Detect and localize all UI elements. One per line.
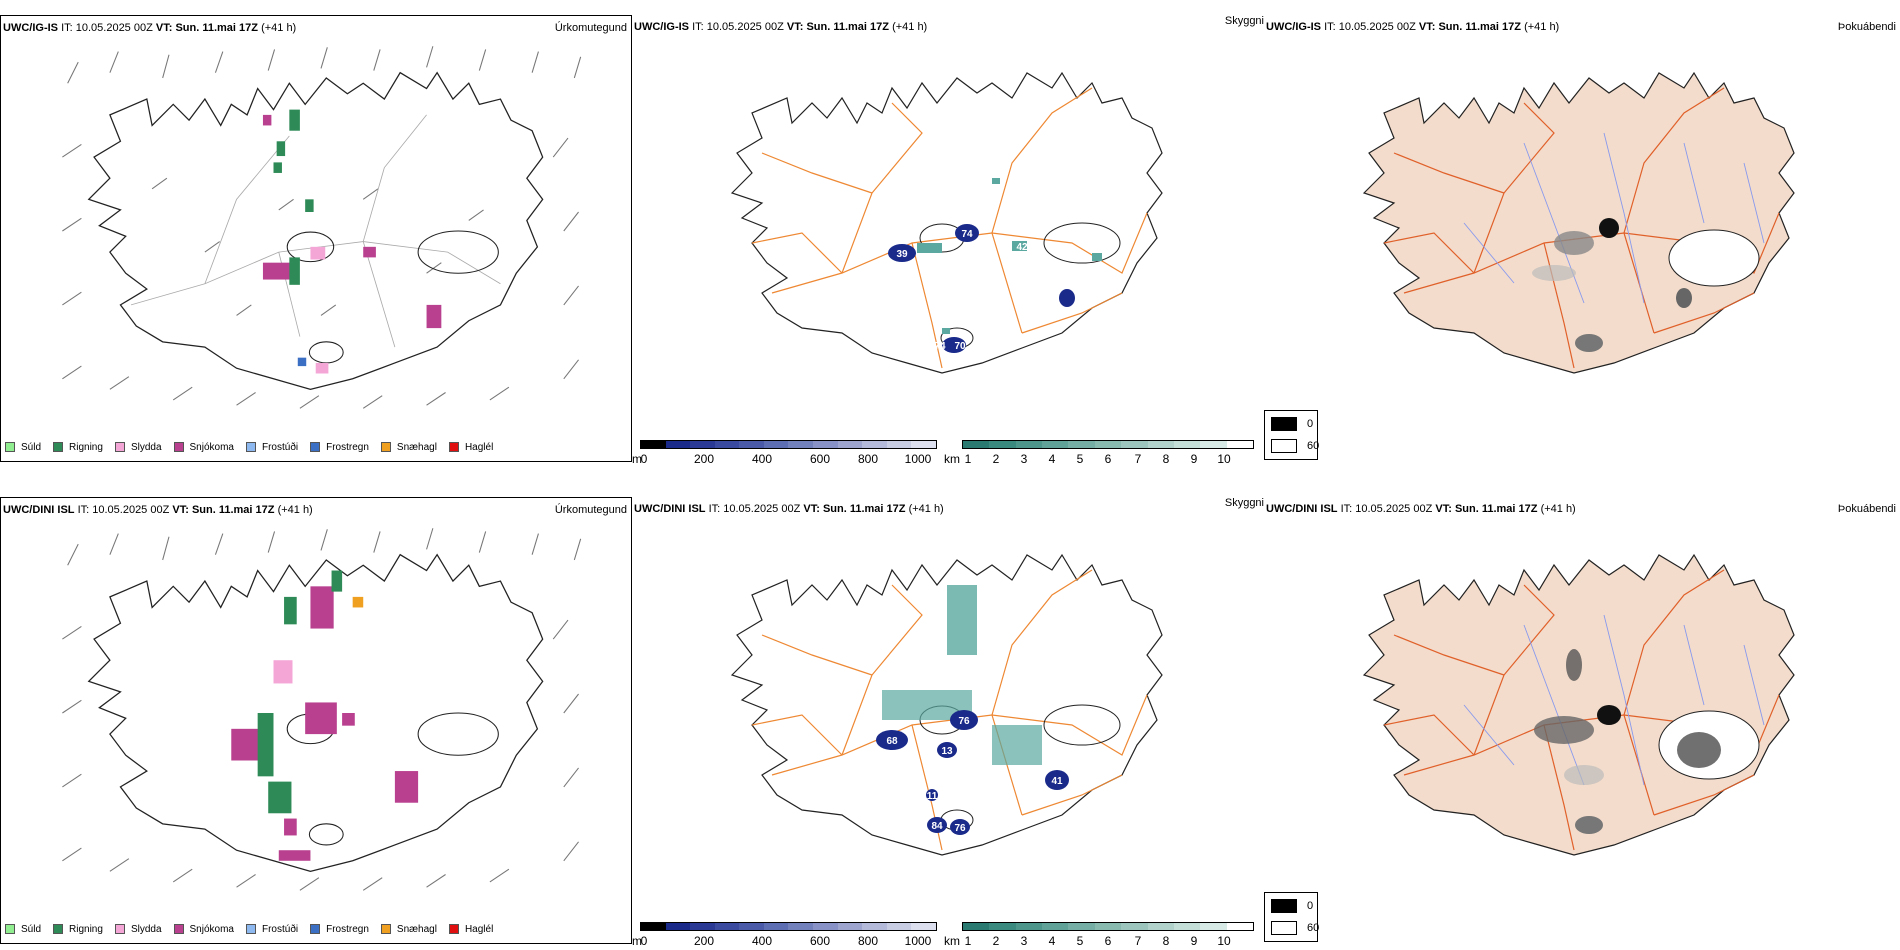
cloud-label: 70 xyxy=(954,341,966,352)
legend-item-frostregn: Frostregn xyxy=(310,442,369,453)
precip-type-panel-1: UWC/IG-IS IT: 10.05.2025 00Z VT: Sun. 11… xyxy=(0,15,632,462)
ceiling-colorbar: m 0 200 400 600 800 1000 xyxy=(632,922,937,948)
cloud-label: 74 xyxy=(961,229,973,240)
swatch xyxy=(380,924,391,934)
precip-type-panel-2: UWC/DINI ISL IT: 10.05.2025 00Z VT: Sun.… xyxy=(0,497,632,944)
panel-name: Úrkomutegund xyxy=(554,22,627,34)
legend-item-sudd: Súld xyxy=(5,442,41,453)
cloud-label: 39 xyxy=(896,249,908,260)
panel-name: Þokuábendi xyxy=(1837,21,1896,33)
visibility-colorbar: km 1 2 3 4 5 6 7 8 9 10 xyxy=(944,440,1254,466)
precip-legend: Súld Rigning Slydda Snjókoma Frostúði Fr… xyxy=(5,436,505,458)
legend-item-snjokoma: Snjókoma xyxy=(173,924,234,935)
legend-item-snjokoma: Snjókoma xyxy=(173,442,234,453)
fog-panel-2: UWC/DINI ISL IT: 10.05.2025 00Z VT: Sun.… xyxy=(1264,497,1900,944)
cloud-label: 42 xyxy=(1016,242,1028,253)
swatch xyxy=(5,442,15,452)
swatch xyxy=(310,924,321,934)
cloud-label: 84 xyxy=(931,821,943,832)
cloud-label: 13 xyxy=(941,746,953,757)
swatch xyxy=(114,924,125,934)
cloud-label: 11 xyxy=(927,791,938,802)
swatch xyxy=(448,924,459,934)
fog-legend: 0 60 xyxy=(1264,410,1319,460)
legend-item-slydda: Slydda xyxy=(114,924,162,935)
swatch xyxy=(173,442,184,452)
cloud-label: 76 xyxy=(958,716,970,727)
legend-item-frostudi: Frostúði xyxy=(245,442,298,453)
legend-item-snaehagl: Snæhagl xyxy=(380,442,437,453)
fog-map xyxy=(1363,72,1795,374)
legend-item-frostregn: Frostregn xyxy=(310,924,369,935)
cloud-panel-1: UWC/IG-IS IT: 10.05.2025 00Z VT: Sun. 11… xyxy=(632,15,1264,466)
precip-type-map xyxy=(62,528,582,891)
panel-name: Úrkomutegund xyxy=(554,504,627,516)
swatch xyxy=(310,442,321,452)
swatch xyxy=(53,442,64,452)
ceiling-colorbar: m 0 200 400 600 800 1000 xyxy=(632,440,937,466)
swatch xyxy=(380,442,391,452)
legend-item-rigning: Rigning xyxy=(53,442,103,453)
cloud-map: 68 76 13 41 84 76 17 11 xyxy=(731,554,1163,856)
fog-legend: 0 60 xyxy=(1264,892,1319,942)
swatch xyxy=(245,442,256,452)
precip-type-map xyxy=(62,46,582,409)
legend-item-frostudi: Frostúði xyxy=(245,924,298,935)
cloud-panel-2: UWC/DINI ISL IT: 10.05.2025 00Z VT: Sun.… xyxy=(632,497,1264,948)
swatch xyxy=(448,442,459,452)
fog-map xyxy=(1363,554,1795,856)
fog-legend-item: 0 xyxy=(1271,899,1313,913)
panel-name: Skyggni xyxy=(1224,497,1264,509)
cloud-label: 17 xyxy=(906,677,918,688)
fog-panel-1: UWC/IG-IS IT: 10.05.2025 00Z VT: Sun. 11… xyxy=(1264,15,1900,462)
legend-item-snaehagl: Snæhagl xyxy=(380,924,437,935)
panel-title: UWC/IG-IS IT: 10.05.2025 00Z VT: Sun. 11… xyxy=(634,21,928,33)
panel-name: Þokuábendi xyxy=(1837,503,1896,515)
panel-title: UWC/DINI ISL IT: 10.05.2025 00Z VT: Sun.… xyxy=(1266,503,1576,515)
fog-legend-item: 0 xyxy=(1271,417,1313,431)
swatch xyxy=(173,924,184,934)
legend-item-hagl: Haglél xyxy=(448,924,493,935)
cloud-label: 41 xyxy=(1051,776,1063,787)
panel-title: UWC/DINI ISL IT: 10.05.2025 00Z VT: Sun.… xyxy=(634,503,944,515)
legend-item-slydda: Slydda xyxy=(114,442,162,453)
precip-legend: Súld Rigning Slydda Snjókoma Frostúði Fr… xyxy=(5,918,505,940)
swatch xyxy=(5,924,15,934)
legend-item-sudd: Súld xyxy=(5,924,41,935)
panel-title: UWC/IG-IS IT: 10.05.2025 00Z VT: Sun. 11… xyxy=(1266,21,1560,33)
cloud-label: 74 xyxy=(934,341,946,352)
fog-legend-item: 60 xyxy=(1271,439,1319,453)
swatch xyxy=(114,442,125,452)
swatch xyxy=(245,924,256,934)
visibility-colorbar: km 1 2 3 4 5 6 7 8 9 10 xyxy=(944,922,1254,948)
swatch xyxy=(53,924,64,934)
panel-name: Skyggni xyxy=(1224,15,1264,27)
panel-title: UWC/IG-IS IT: 10.05.2025 00Z VT: Sun. 11… xyxy=(3,22,297,34)
cloud-map: 39 74 42 74 70 xyxy=(731,72,1163,374)
fog-legend-item: 60 xyxy=(1271,921,1319,935)
cloud-label: 68 xyxy=(886,736,898,747)
legend-item-rigning: Rigning xyxy=(53,924,103,935)
panel-title: UWC/DINI ISL IT: 10.05.2025 00Z VT: Sun.… xyxy=(3,504,313,516)
legend-item-hagl: Haglél xyxy=(448,442,493,453)
cloud-label: 76 xyxy=(954,823,966,834)
